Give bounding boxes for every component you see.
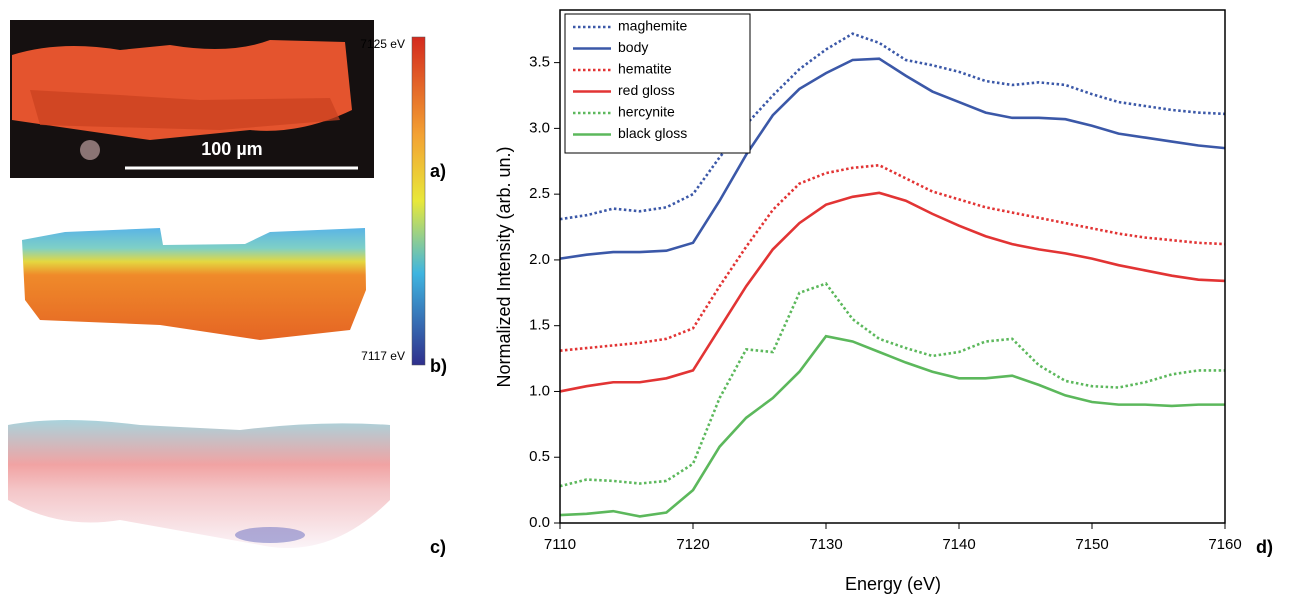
- legend-label: black gloss: [618, 125, 687, 141]
- y-tick-label: 3.5: [529, 54, 550, 71]
- edge-map: [22, 228, 366, 340]
- composite-map: [8, 420, 390, 548]
- series-line: [559, 334, 1225, 518]
- y-tick-label: 0.5: [529, 448, 550, 465]
- legend-label: body: [618, 39, 648, 55]
- y-tick-label: 1.0: [529, 382, 550, 399]
- legend-label: red gloss: [618, 82, 675, 98]
- y-axis-label: Normalized Intensity (arb. un.): [494, 146, 514, 387]
- y-tick-label: 3.0: [529, 119, 550, 136]
- micrograph: [10, 20, 374, 178]
- x-tick-label: 7110: [544, 536, 576, 553]
- series-line: [559, 57, 1226, 260]
- x-tick-label: 7150: [1075, 536, 1108, 553]
- series-line: [559, 282, 1225, 488]
- colorbar-label: 7125 eV: [360, 37, 405, 51]
- y-tick-label: 2.5: [529, 185, 550, 202]
- series-line: [559, 32, 1226, 221]
- x-tick-label: 7120: [676, 536, 709, 553]
- y-tick-label: 2.0: [529, 251, 550, 268]
- y-tick-label: 1.5: [529, 317, 550, 334]
- legend-label: hematite: [618, 61, 672, 77]
- panel-label: b): [430, 356, 447, 376]
- colorbar-label: 7117 eV: [361, 349, 405, 363]
- series-line: [559, 163, 1226, 352]
- panel-label: a): [430, 161, 446, 181]
- panel-label: c): [430, 537, 446, 557]
- x-axis-label: Energy (eV): [845, 574, 941, 594]
- colorbar: [411, 36, 426, 366]
- scale-label: 100 µm: [201, 139, 262, 159]
- legend-box: [564, 13, 751, 154]
- x-tick-label: 7140: [942, 536, 975, 553]
- x-tick-label: 7130: [809, 536, 842, 553]
- series-line: [559, 191, 1226, 393]
- x-tick-label: 7160: [1208, 536, 1241, 553]
- legend-label: maghemite: [618, 18, 687, 34]
- y-tick-label: 0.0: [529, 514, 550, 531]
- plot-frame: [559, 9, 1226, 524]
- legend-label: hercynite: [618, 104, 675, 120]
- panel-label: d): [1256, 537, 1273, 557]
